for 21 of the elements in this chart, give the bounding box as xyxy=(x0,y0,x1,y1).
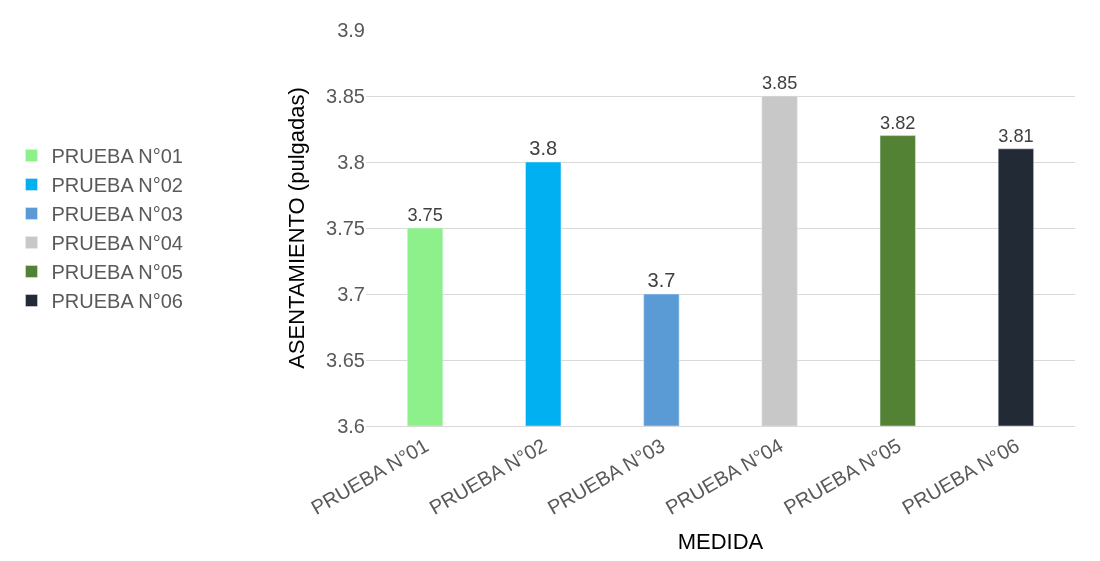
y-tick-label: 3.75 xyxy=(326,217,365,239)
y-axis-title: ASENTAMIENTO (pulgadas) xyxy=(283,87,309,369)
y-tick-label: 3.7 xyxy=(337,283,365,305)
legend-label: PRUEBA N°04 xyxy=(51,232,183,255)
y-tick-label: 3.8 xyxy=(337,151,365,173)
y-tick-label: 3.65 xyxy=(326,349,365,371)
y-tick-label: 3.85 xyxy=(326,85,365,107)
legend-label: PRUEBA N°01 xyxy=(51,145,183,168)
legend-label: PRUEBA N°05 xyxy=(51,261,183,284)
data-label: 3.75 xyxy=(407,205,443,226)
x-axis-title: MEDIDA xyxy=(677,528,764,554)
legend-label: PRUEBA N°06 xyxy=(51,290,183,313)
data-label: 3.8 xyxy=(529,137,558,159)
legend-label: PRUEBA N°02 xyxy=(51,174,183,197)
data-label: 3.85 xyxy=(761,73,798,94)
data-label: 3.81 xyxy=(998,126,1034,147)
data-label: 3.7 xyxy=(647,269,676,291)
data-label: 3.82 xyxy=(880,112,916,133)
legend-label: PRUEBA N°03 xyxy=(51,203,183,226)
y-tick-label: 3.9 xyxy=(337,19,365,41)
y-tick-label: 3.6 xyxy=(337,415,365,437)
